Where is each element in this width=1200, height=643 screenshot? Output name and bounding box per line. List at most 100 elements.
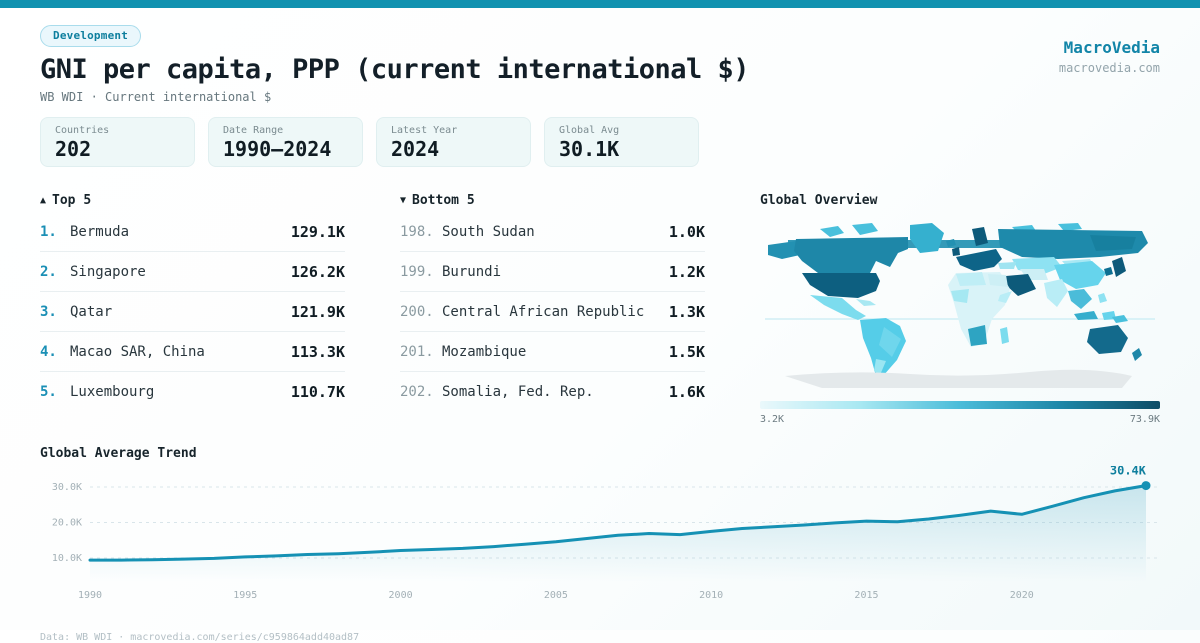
category-badge: Development (40, 25, 142, 47)
top5-header: ▲ Top 5 (40, 193, 345, 208)
rank: 3. (40, 303, 57, 320)
country-value: 1.6K (668, 383, 705, 401)
country-name: Bermuda (70, 223, 130, 240)
country-name: Central African Republic (442, 303, 645, 320)
arctic-coast-band (788, 240, 1143, 248)
choropleth-legend-labels: 3.2K 73.9K (760, 414, 1160, 425)
list-item: 201. Mozambique 1.5K (400, 332, 705, 372)
legend-min-label: 3.2K (760, 414, 785, 425)
svg-text:2005: 2005 (544, 590, 568, 601)
stat-card-global-avg: Global Avg 30.1K (544, 117, 699, 167)
stat-value: 202 (55, 137, 92, 161)
map-region-antarctica (785, 369, 1132, 388)
stat-value: 30.1K (559, 137, 620, 161)
country-value: 1.3K (668, 302, 705, 321)
map-region-oceania (1087, 315, 1142, 361)
stats-row: Countries 202 Date Range 1990—2024 Lates… (40, 117, 1160, 167)
svg-text:2015: 2015 (854, 590, 878, 601)
list-item: 2. Singapore 126.2K (40, 252, 345, 292)
stat-label: Global Avg (559, 125, 620, 136)
rank: 2. (40, 263, 57, 280)
svg-text:2000: 2000 (389, 590, 413, 601)
rank: 5. (40, 384, 57, 400)
header-left: Development GNI per capita, PPP (current… (40, 24, 750, 104)
map-title: Global Overview (760, 193, 878, 208)
country-value: 1.5K (668, 342, 705, 361)
stat-label: Date Range (223, 125, 284, 136)
top5-rows: 1. Bermuda 129.1K 2. Singapore 126.2K 3.… (40, 212, 345, 412)
country-name: Mozambique (442, 343, 527, 360)
country-name: Singapore (70, 263, 146, 280)
country-value: 110.7K (290, 383, 345, 401)
bottom5-rows: 198. South Sudan 1.0K 199. Burundi 1.2K … (400, 212, 705, 412)
trend-line-chart: 10.0K 20.0K 30.0K 1990 1995 2000 2005 2010 2015 2… (52, 466, 1158, 601)
country-name: Macao SAR, China (70, 343, 205, 360)
rank: 201. (400, 343, 434, 360)
map-region-north-america (768, 223, 956, 320)
list-item: 3. Qatar 121.9K (40, 292, 345, 332)
stat-card-countries: Countries 202 (40, 117, 195, 167)
brand-url: macrovedia.com (1058, 61, 1160, 75)
stat-label: Latest Year (391, 125, 458, 136)
svg-text:2020: 2020 (1010, 590, 1034, 601)
svg-text:1990: 1990 (78, 590, 102, 601)
header: Development GNI per capita, PPP (current… (40, 24, 1160, 104)
stat-value: 2024 (391, 137, 440, 161)
stat-value: 1990—2024 (223, 137, 332, 161)
country-value: 129.1K (290, 222, 345, 241)
svg-text:1995: 1995 (233, 590, 257, 601)
legend-max-label: 73.9K (1129, 414, 1160, 425)
country-value: 1.2K (668, 262, 705, 281)
stat-card-latest-year: Latest Year 2024 (376, 117, 531, 167)
down-triangle-icon: ▼ (400, 195, 407, 206)
list-item: 202. Somalia, Fed. Rep. 1.6K (400, 372, 705, 412)
list-item: 199. Burundi 1.2K (400, 252, 705, 292)
stat-card-date-range: Date Range 1990—2024 (208, 117, 363, 167)
map-region-europe (952, 227, 1002, 271)
trend-title: Global Average Trend (40, 446, 197, 461)
list-item: 5. Luxembourg 110.7K (40, 372, 345, 412)
rank: 199. (400, 263, 434, 280)
rank: 4. (40, 343, 57, 360)
list-item: 4. Macao SAR, China 113.3K (40, 332, 345, 372)
list-item: 1. Bermuda 129.1K (40, 212, 345, 252)
top5-title: Top 5 (52, 193, 92, 208)
map-region-russia-asia (998, 229, 1148, 320)
country-value: 126.2K (290, 262, 345, 281)
choropleth-legend-gradient (760, 401, 1160, 409)
map-region-africa (948, 272, 1012, 347)
bottom5-title: Bottom 5 (412, 193, 475, 208)
rank: 198. (400, 223, 434, 240)
rank: 200. (400, 303, 434, 320)
bottom5-header: ▼ Bottom 5 (400, 193, 705, 208)
global-overview-panel: Global Overview (760, 193, 1160, 425)
country-value: 1.0K (668, 222, 705, 241)
world-map (765, 223, 1155, 388)
svg-text:20.0K: 20.0K (52, 518, 82, 529)
map-region-south-america (860, 318, 906, 376)
page-subtitle: WB WDI · Current international $ (40, 90, 272, 104)
top5-list: ▲ Top 5 1. Bermuda 129.1K 2. Singapore 12… (40, 193, 345, 425)
svg-text:30.0K: 30.0K (52, 482, 82, 493)
brand-block: MacroVedia macrovedia.com (1059, 38, 1160, 75)
top-accent-bar (0, 0, 1200, 8)
country-name: Burundi (442, 263, 502, 280)
svg-text:10.0K: 10.0K (52, 553, 82, 564)
list-item: 200. Central African Republic 1.3K (400, 292, 705, 332)
up-triangle-icon: ▲ (40, 195, 47, 206)
dashboard-card: Development GNI per capita, PPP (current… (0, 24, 1200, 643)
svg-text:30.4K: 30.4K (1110, 466, 1147, 478)
country-value: 121.9K (290, 302, 345, 321)
country-name: Somalia, Fed. Rep. (442, 384, 594, 400)
country-value: 113.3K (290, 342, 345, 361)
rank: 202. (400, 384, 434, 400)
bottom5-list: ▼ Bottom 5 198. South Sudan 1.0K 199. Bur… (400, 193, 705, 425)
page-title: GNI per capita, PPP (current internation… (40, 54, 750, 85)
country-name: Luxembourg (70, 384, 155, 400)
main-row: ▲ Top 5 1. Bermuda 129.1K 2. Singapore 12… (40, 193, 1160, 425)
list-item: 198. South Sudan 1.0K (400, 212, 705, 252)
stat-label: Countries (55, 125, 110, 136)
trend-section: Global Average Trend 10.0K 20.0K 30.0K 1990… (40, 446, 1160, 606)
rank: 1. (40, 223, 57, 240)
country-name: South Sudan (442, 223, 535, 240)
